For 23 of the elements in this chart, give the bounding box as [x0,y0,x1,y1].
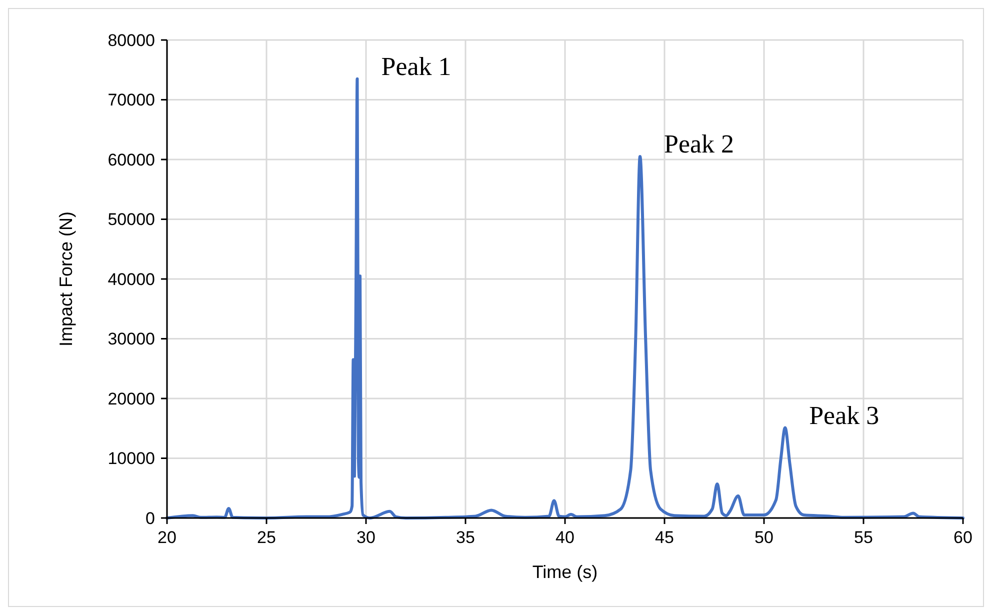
y-tick-label: 50000 [108,210,155,230]
x-tick-label: 50 [754,528,774,547]
annotation: Peak 1 [381,52,452,81]
x-tick-label: 55 [854,528,873,547]
y-tick-label: 60000 [108,150,155,170]
y-tick-label: 0 [146,508,155,528]
annotation: Peak 3 [809,400,880,430]
y-tick-label: 80000 [108,30,155,50]
x-tick-label: 60 [954,528,972,547]
x-tick-label: 25 [257,528,276,547]
x-tick-label: 40 [556,528,574,547]
annotation: Peak 2 [664,130,734,159]
y-tick-label: 40000 [108,270,155,289]
y-tick-label: 70000 [108,90,155,110]
y-tick-label: 20000 [108,389,155,408]
x-tick-label: 20 [158,528,176,547]
x-tick-label: 35 [456,528,475,547]
x-tick-label: 45 [655,528,674,547]
y-tick-label: 10000 [108,449,155,468]
y-tick-label: 30000 [108,330,155,349]
x-axis-title: Time (s) [532,562,598,582]
x-tick-label: 30 [356,528,376,547]
y-axis-title: Impact Force (N) [56,211,76,347]
